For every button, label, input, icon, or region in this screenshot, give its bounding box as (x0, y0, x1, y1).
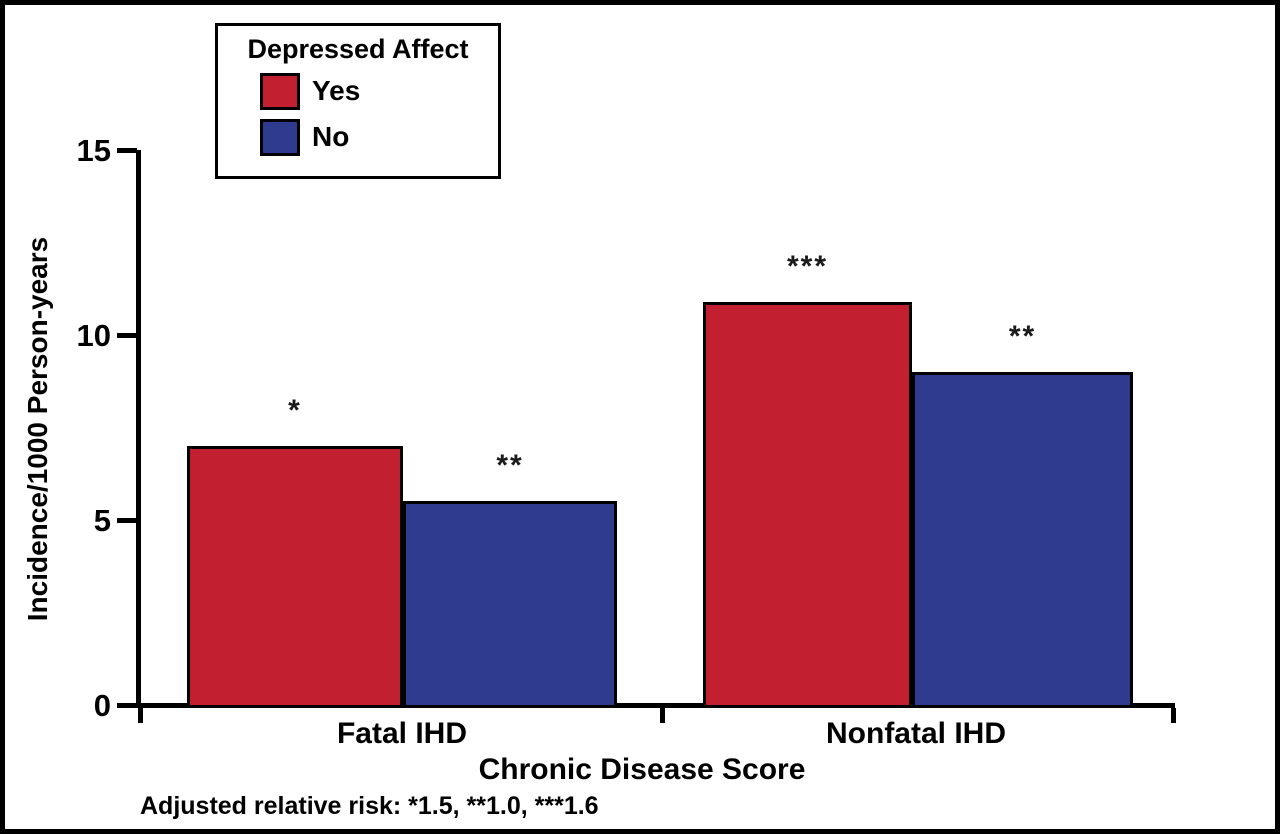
chart-footnote: Adjusted relative risk: *1.5, **1.0, ***… (140, 792, 599, 820)
y-axis-tick-label: 15 (76, 133, 111, 168)
legend: Depressed Affect Yes No (215, 23, 501, 179)
x-axis-tick (138, 708, 143, 723)
category-label-nonfatal-ihd: Nonfatal IHD (826, 717, 1006, 750)
y-axis-title: Incidence/1000 Person-years (22, 236, 53, 622)
significance-annotation: ** (1008, 320, 1037, 353)
x-axis-tick (660, 708, 665, 723)
y-axis-tick-label: 10 (76, 318, 111, 353)
legend-item-no: No (260, 117, 486, 157)
category-label-fatal-ihd: Fatal IHD (336, 717, 468, 750)
x-axis-title: Chronic Disease Score (478, 753, 806, 786)
significance-annotation: ** (496, 449, 524, 482)
bar-fatal-ihd-no (403, 501, 617, 708)
y-axis-tick (117, 703, 137, 708)
y-axis-tick (117, 148, 137, 153)
legend-title: Depressed Affect (247, 34, 469, 64)
bar-nonfatal-ihd-no (912, 372, 1133, 708)
legend-items: Yes No (230, 71, 486, 157)
significance-annotation: *** (786, 250, 829, 283)
y-axis-tick-label: 0 (93, 688, 111, 723)
y-axis-line (136, 150, 141, 708)
y-axis-tick (117, 333, 137, 338)
y-axis-tick-label: 5 (93, 503, 111, 538)
legend-item-yes: Yes (260, 71, 486, 111)
x-axis-tick (1171, 708, 1176, 723)
significance-annotation: * (288, 394, 302, 427)
legend-item-label: No (312, 121, 350, 152)
legend-swatch-no (260, 118, 300, 156)
legend-item-label: Yes (312, 75, 361, 106)
bar-fatal-ihd-yes (187, 446, 403, 708)
x-axis-line (136, 703, 1175, 708)
bar-nonfatal-ihd-yes (703, 302, 912, 708)
legend-swatch-yes (260, 72, 300, 110)
y-axis-tick (117, 518, 137, 523)
